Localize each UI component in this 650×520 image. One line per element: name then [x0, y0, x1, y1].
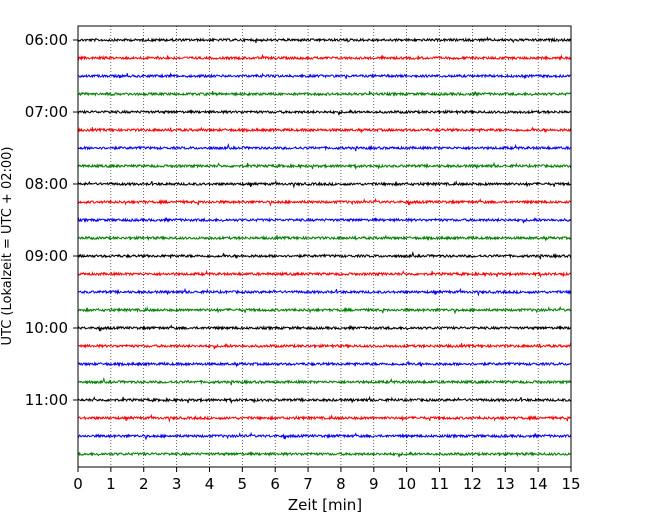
x-tick-label: 3: [172, 475, 182, 493]
seismic-trace: [77, 287, 572, 297]
seismic-trace: [77, 216, 572, 224]
x-tick-label: 7: [303, 475, 313, 493]
seismic-trace: [77, 234, 572, 242]
y-tick-label: 10:00: [25, 319, 68, 337]
x-tick-label: 10: [397, 475, 416, 493]
seismic-trace: [77, 324, 572, 332]
x-tick-label: 6: [270, 475, 280, 493]
seismic-trace: [77, 305, 572, 315]
seismic-trace: [77, 36, 572, 44]
x-tick-label: 0: [73, 475, 83, 493]
x-axis-ticks: 0 1 2 3 4 5 6 7 8 9 10 11 12 13 14 15: [73, 467, 581, 493]
x-tick-label: 12: [463, 475, 482, 493]
x-tick-label: 14: [529, 475, 548, 493]
y-tick-label: 08:00: [25, 175, 68, 193]
seismic-trace: [77, 197, 572, 207]
y-axis-ticks: 06:00 07:00 08:00 09:00 10:00 11:00: [25, 31, 78, 409]
seismic-trace: [77, 109, 572, 116]
x-tick-label: 9: [369, 475, 379, 493]
x-axis-label: Zeit [min]: [288, 496, 362, 514]
x-tick-label: 1: [106, 475, 116, 493]
x-tick-label: 11: [430, 475, 449, 493]
seismic-trace: [77, 143, 572, 152]
seismic-traces: [77, 36, 572, 458]
seismic-trace: [77, 72, 572, 79]
seismic-trace: [77, 53, 572, 61]
x-tick-label: 13: [496, 475, 515, 493]
seismic-trace: [77, 342, 572, 350]
seismic-trace: [77, 179, 572, 189]
x-tick-label: 4: [205, 475, 215, 493]
x-tick-label: 15: [561, 475, 580, 493]
seismic-trace: [77, 413, 572, 423]
y-tick-label: 11:00: [25, 391, 68, 409]
seismic-trace: [77, 161, 572, 171]
y-tick-label: 07:00: [25, 103, 68, 121]
seismic-trace: [77, 251, 572, 260]
seismic-trace: [77, 451, 572, 458]
x-tick-label: 2: [139, 475, 149, 493]
seismic-trace: [77, 360, 572, 368]
seismic-trace: [77, 126, 572, 134]
x-tick-label: 8: [336, 475, 346, 493]
y-axis-label: UTC (Lokalzeit = UTC + 02:00): [0, 147, 15, 346]
seismic-trace: [77, 90, 572, 97]
y-tick-label: 06:00: [25, 31, 68, 49]
seismic-trace: [77, 269, 572, 279]
plot-area-border: [77, 25, 572, 468]
seismic-trace: [77, 377, 572, 386]
seismic-trace: [77, 431, 572, 441]
seismic-trace: [77, 395, 572, 405]
x-tick-label: 5: [238, 475, 248, 493]
y-tick-label: 09:00: [25, 247, 68, 265]
